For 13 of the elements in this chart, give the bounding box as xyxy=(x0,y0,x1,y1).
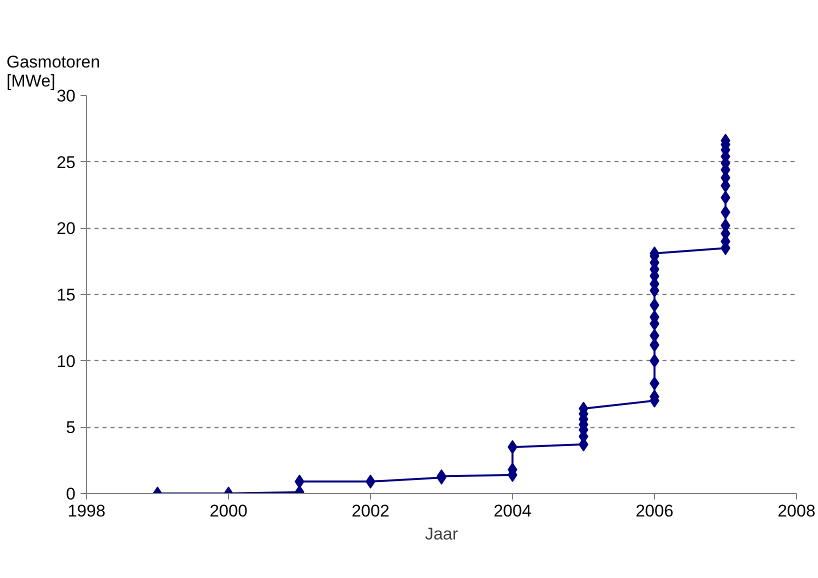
y-tick-label: 10 xyxy=(56,352,76,371)
y-tick-label: 0 xyxy=(66,484,76,504)
x-tick-label: 2008 xyxy=(778,502,816,520)
x-tick-label: 1998 xyxy=(68,502,106,520)
x-tick-label: 2006 xyxy=(636,502,674,520)
y-tick-label: 25 xyxy=(56,152,76,172)
y-tick-label: 20 xyxy=(56,219,76,238)
x-tick-label: 2004 xyxy=(494,502,532,520)
y-tick-label: 15 xyxy=(56,286,76,304)
x-tick-label: 2000 xyxy=(210,502,248,520)
x-tick-label: 2002 xyxy=(352,502,390,520)
x-axis-title: Jaar xyxy=(424,524,458,544)
y-tick-label: 5 xyxy=(66,418,76,438)
